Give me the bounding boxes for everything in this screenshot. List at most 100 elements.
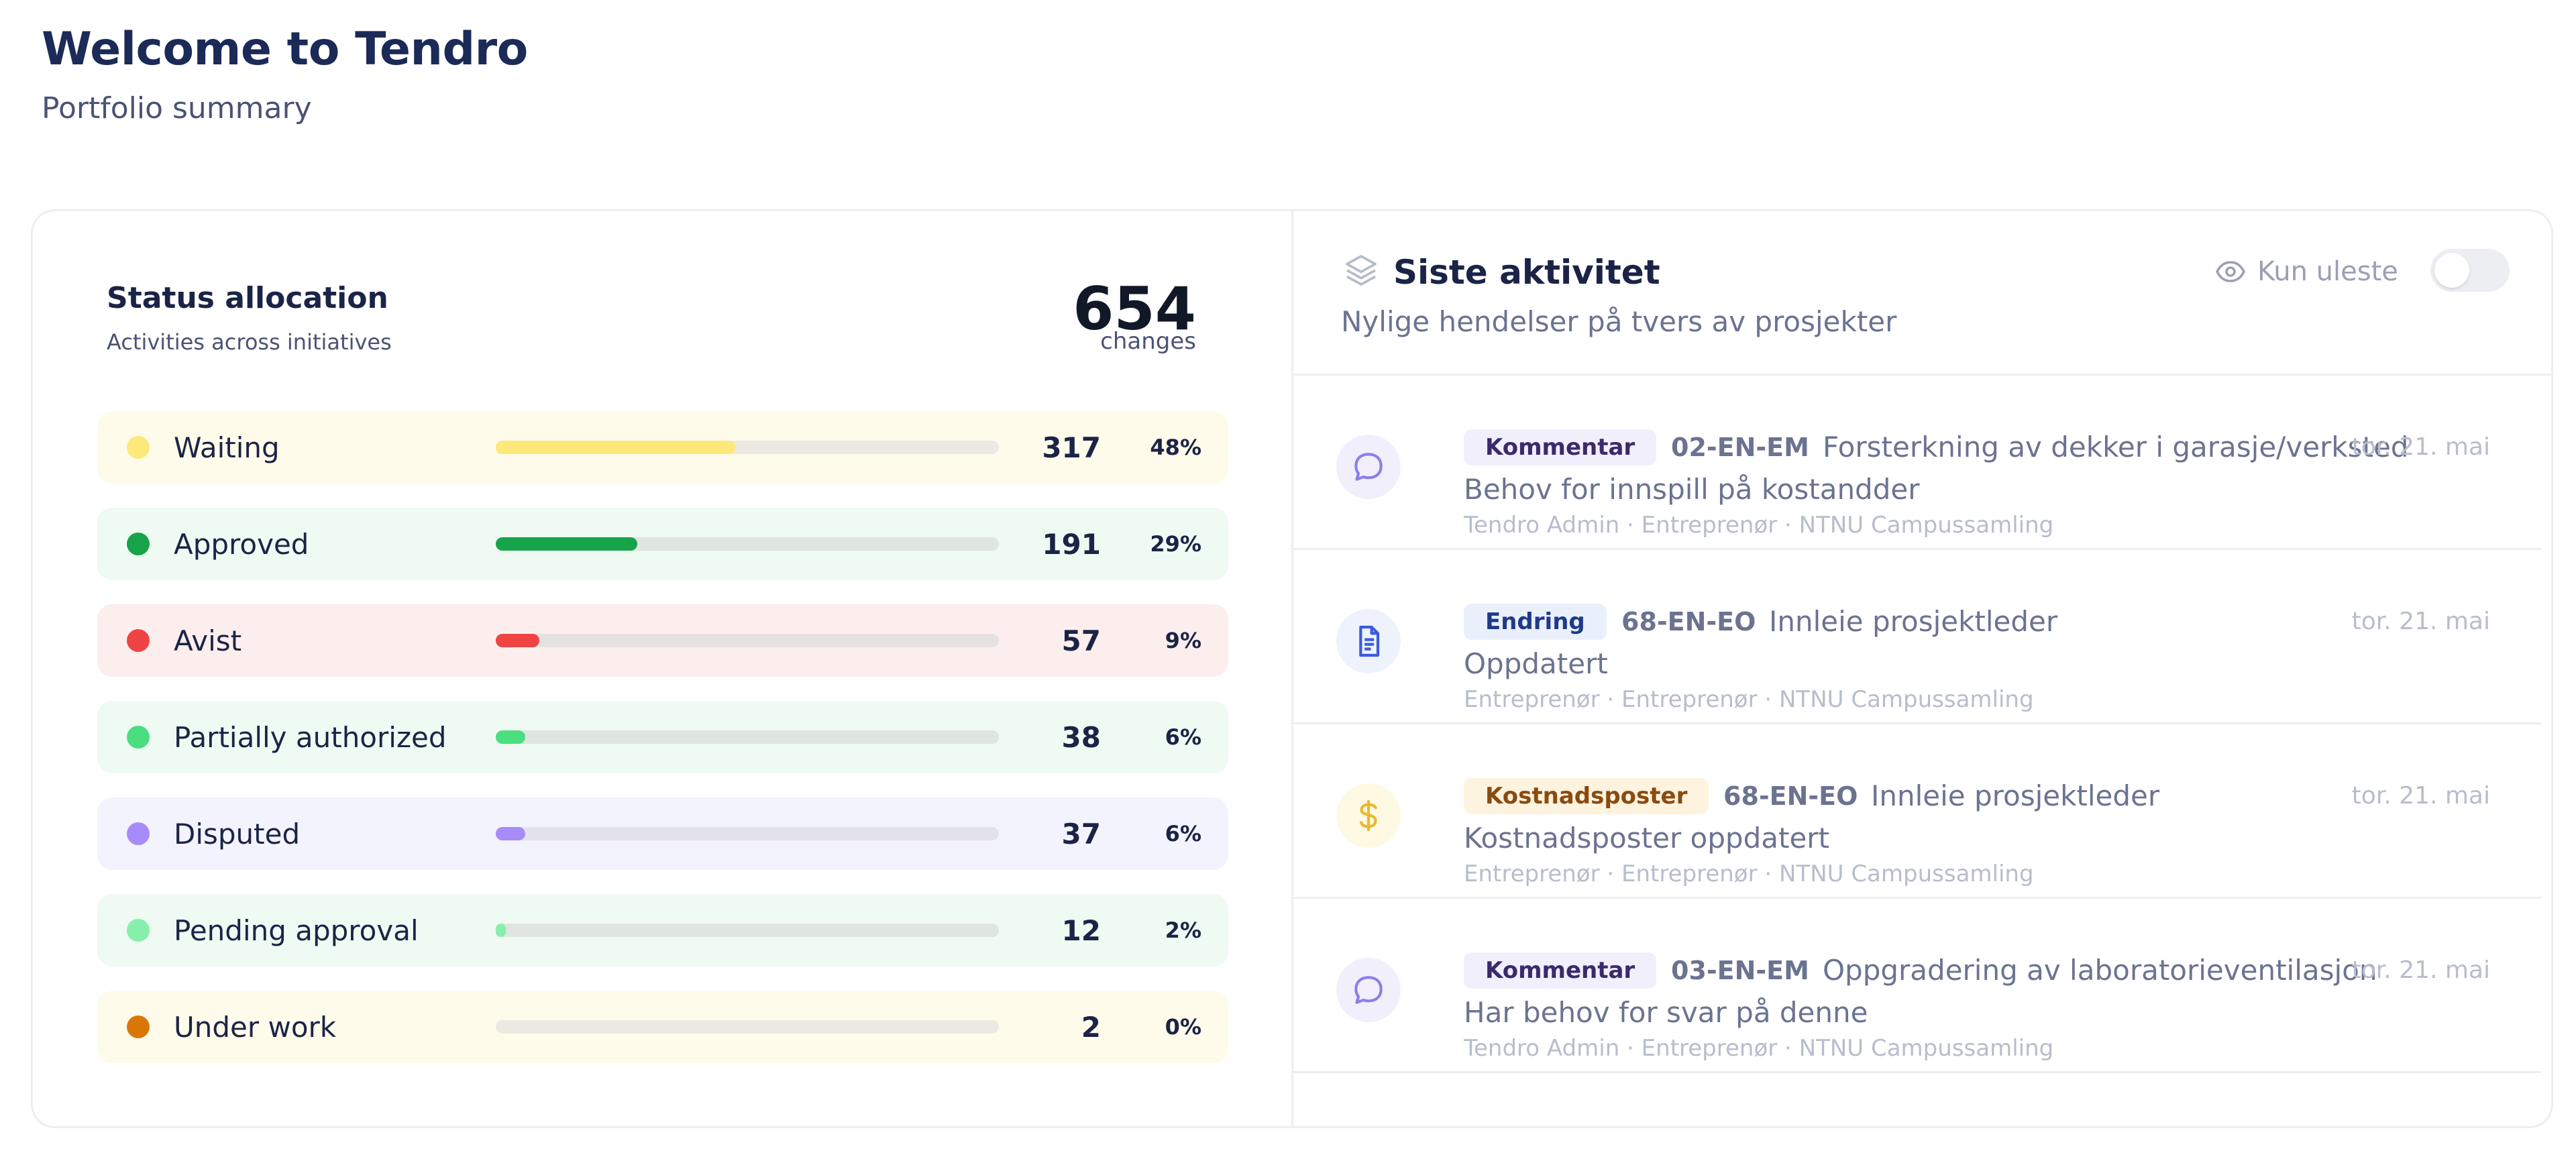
status-dot-icon (127, 629, 150, 652)
eye-icon (2215, 261, 2246, 282)
total-changes-label: changes (1100, 328, 1196, 355)
activity-item[interactable]: Kommentar 03-EN-EM Oppgradering av labor… (1293, 899, 2541, 1073)
activity-title: Siste aktivitet (1393, 253, 1660, 292)
activity-date: tor. 21. mai (2351, 433, 2490, 461)
panel-divider (1291, 211, 1293, 1126)
status-percent: 29% (1150, 531, 1201, 557)
activity-date: tor. 21. mai (2351, 608, 2490, 635)
activity-meta: Entreprenør · Entreprenør · NTNU Campuss… (1464, 861, 2034, 887)
status-row: Partially authorized 38 6% (97, 701, 1228, 773)
activity-type-badge: Kommentar (1464, 429, 1657, 465)
activity-type-badge: Endring (1464, 604, 1607, 640)
unread-filter[interactable]: Kun uleste (2214, 256, 2398, 288)
status-progress-track (496, 924, 999, 937)
status-percent: 0% (1165, 1014, 1201, 1040)
layers-icon (1346, 255, 1377, 286)
activity-code: 02-EN-EM (1671, 433, 1809, 462)
status-count: 191 (1042, 527, 1101, 561)
status-percent: 48% (1150, 435, 1201, 460)
status-label: Approved (174, 527, 309, 561)
unread-toggle[interactable] (2430, 249, 2510, 292)
status-count: 2 (1081, 1010, 1101, 1044)
activity-code: 68-EN-EO (1621, 607, 1756, 637)
status-dot-icon (127, 822, 150, 845)
activity-code: 03-EN-EM (1671, 956, 1809, 985)
activity-subtitle: Nylige hendelser på tvers av prosjekter (1341, 305, 1897, 338)
status-percent: 2% (1165, 918, 1201, 943)
status-progress-track (496, 441, 999, 454)
toggle-knob (2434, 253, 2469, 288)
status-dot-icon (127, 533, 150, 555)
status-progress-fill (496, 441, 735, 454)
activity-title: Oppgradering av laboratorieventilasjon (1823, 954, 2377, 987)
status-row: Approved 191 29% (97, 508, 1228, 580)
status-progress-fill (496, 827, 525, 840)
activity-type-badge: Kostnadsposter (1464, 778, 1709, 814)
status-count: 57 (1061, 624, 1101, 657)
activity-meta: Entreprenør · Entreprenør · NTNU Campuss… (1464, 686, 2034, 713)
status-label: Avist (174, 624, 242, 657)
activity-description: Kostnadsposter oppdatert (1464, 822, 1830, 854)
status-count: 37 (1061, 817, 1101, 850)
status-count: 38 (1061, 720, 1101, 754)
activity-scrollbar[interactable] (2547, 378, 2551, 1126)
activity-date: tor. 21. mai (2351, 956, 2490, 984)
unread-filter-label: Kun uleste (2257, 256, 2398, 287)
dollar-icon (1336, 783, 1401, 848)
status-progress-fill (496, 730, 525, 744)
status-dot-icon (127, 726, 150, 749)
status-count: 317 (1042, 431, 1101, 464)
activity-item[interactable]: Endring 68-EN-EO Innleie prosjektleder t… (1293, 550, 2541, 724)
activity-code: 68-EN-EO (1723, 781, 1858, 811)
status-label: Disputed (174, 817, 301, 850)
status-percent: 9% (1165, 628, 1201, 653)
status-dot-icon (127, 436, 150, 459)
comment-icon (1336, 435, 1401, 499)
activity-item[interactable]: Kommentar 02-EN-EM Forsterkning av dekke… (1293, 376, 2541, 550)
activity-title: Forsterkning av dekker i garasje/verkste… (1823, 431, 2409, 463)
total-changes-count: 654 (1073, 274, 1196, 343)
activity-meta: Tendro Admin · Entreprenør · NTNU Campus… (1464, 512, 2054, 539)
activity-feed[interactable]: Kommentar 02-EN-EM Forsterkning av dekke… (1293, 376, 2541, 1126)
activity-header-divider (1293, 374, 2551, 376)
status-progress-fill (496, 634, 539, 647)
status-progress-track (496, 1020, 999, 1034)
summary-card: Status allocation Activities across init… (31, 209, 2553, 1128)
page-title: Welcome to Tendro (42, 23, 528, 76)
activity-description: Har behov for svar på denne (1464, 996, 1868, 1029)
status-allocation-title: Status allocation (107, 281, 388, 315)
status-count: 12 (1061, 914, 1101, 947)
status-label: Waiting (174, 431, 280, 464)
status-dot-icon (127, 919, 150, 942)
status-row: Waiting 317 48% (97, 411, 1228, 484)
activity-title: Innleie prosjektleder (1871, 779, 2160, 812)
status-percent: 6% (1165, 821, 1201, 846)
status-row: Pending approval 12 2% (97, 894, 1228, 967)
status-progress-fill (496, 537, 637, 551)
status-row: Under work 2 0% (97, 991, 1228, 1063)
page-subtitle: Portfolio summary (42, 91, 312, 125)
activity-date: tor. 21. mai (2351, 782, 2490, 810)
status-dot-icon (127, 1015, 150, 1038)
document-icon (1336, 609, 1401, 673)
activity-description: Oppdatert (1464, 647, 1608, 680)
activity-description: Behov for innspill på kostandder (1464, 473, 1920, 506)
activity-item[interactable]: Kostnadsposter 68-EN-EO Innleie prosjekt… (1293, 724, 2541, 899)
status-label: Pending approval (174, 914, 419, 947)
activity-meta: Tendro Admin · Entreprenør · NTNU Campus… (1464, 1035, 2054, 1062)
status-row: Avist 57 9% (97, 604, 1228, 677)
status-list: Waiting 317 48% Approved 191 29% Avist 5… (97, 411, 1228, 1087)
activity-type-badge: Kommentar (1464, 952, 1657, 989)
status-percent: 6% (1165, 724, 1201, 750)
status-progress-track (496, 537, 999, 551)
comment-icon (1336, 958, 1401, 1022)
activity-title: Innleie prosjektleder (1769, 605, 2058, 638)
status-progress-fill (496, 924, 506, 937)
status-label: Partially authorized (174, 720, 447, 754)
status-label: Under work (174, 1010, 337, 1044)
status-allocation-subtitle: Activities across initiatives (107, 329, 392, 355)
status-progress-track (496, 634, 999, 647)
status-progress-track (496, 827, 999, 840)
status-progress-track (496, 730, 999, 744)
